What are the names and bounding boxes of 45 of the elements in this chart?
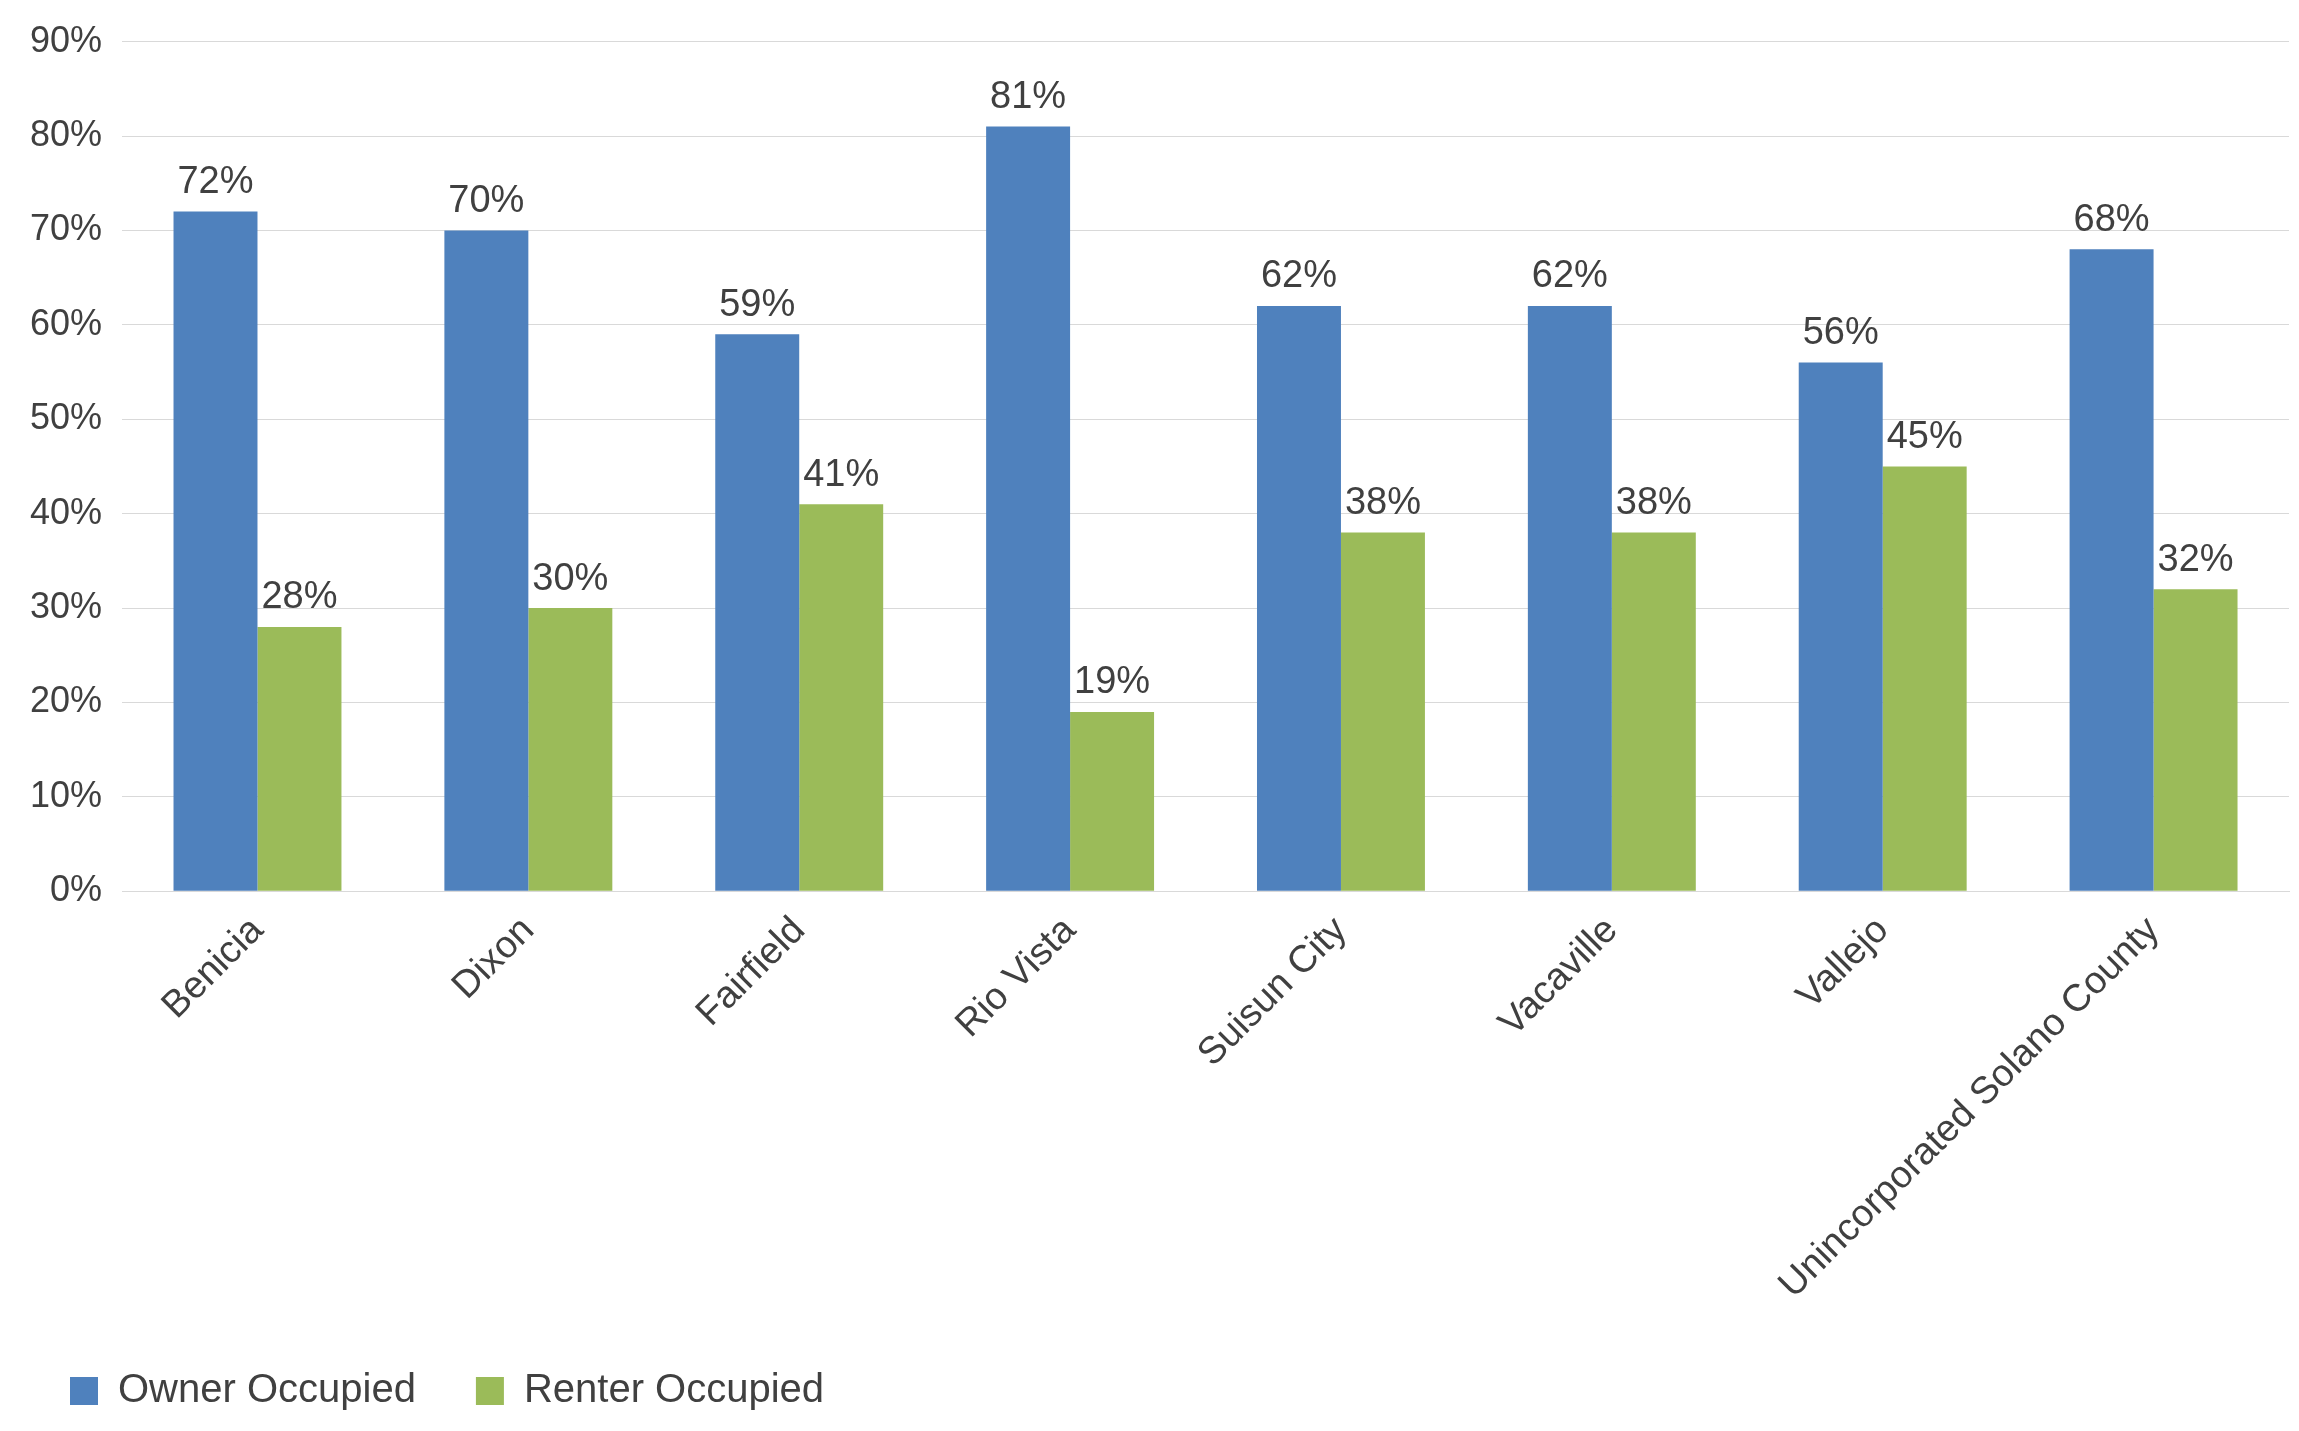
data-label: 62%: [1531, 253, 1608, 296]
x-tick-label: Rio Vista: [946, 907, 1084, 1045]
bar: [799, 504, 884, 891]
bar: [1798, 362, 1883, 891]
bar: [715, 334, 800, 891]
y-tick-label: 50%: [29, 396, 103, 438]
bar: [1882, 466, 1967, 891]
y-tick-label: 20%: [29, 679, 103, 721]
y-tick-label: 60%: [29, 301, 103, 343]
data-label: 56%: [1802, 310, 1879, 353]
data-label: 30%: [532, 555, 609, 598]
data-label: 19%: [1074, 659, 1151, 702]
bar: [1611, 532, 1696, 891]
y-tick-label: 90%: [29, 18, 103, 60]
data-label: 41%: [803, 451, 880, 494]
bar: [173, 211, 258, 891]
data-label: 59%: [719, 281, 796, 324]
bar: [2069, 249, 2154, 891]
y-tick-label: 30%: [29, 584, 103, 626]
bar: [1256, 305, 1341, 891]
bar: [1070, 711, 1155, 891]
y-tick-label: 0%: [50, 868, 103, 910]
y-tick-label: 80%: [29, 112, 103, 154]
y-tick-label: 70%: [29, 207, 103, 249]
legend-label: Owner Occupied: [118, 1366, 416, 1411]
data-label: 38%: [1615, 480, 1692, 523]
y-tick-label: 40%: [29, 490, 103, 532]
bar: [986, 126, 1071, 891]
data-label: 38%: [1344, 480, 1421, 523]
bar: [528, 608, 613, 891]
bar: [1340, 532, 1425, 891]
data-label: 62%: [1260, 253, 1338, 296]
bar: [1527, 305, 1612, 891]
bar: [257, 626, 342, 891]
bar: [2153, 589, 2238, 891]
data-label: 28%: [261, 574, 338, 617]
legend-label: Renter Occupied: [523, 1366, 825, 1411]
data-label: 72%: [177, 159, 254, 202]
data-label: 68%: [2073, 196, 2150, 239]
data-label: 45%: [1886, 413, 1963, 456]
data-label: 81%: [990, 74, 1067, 117]
bar: [444, 230, 529, 891]
data-label: 70%: [448, 177, 525, 220]
data-label: 32%: [2157, 536, 2234, 579]
y-tick-label: 10%: [29, 773, 103, 815]
